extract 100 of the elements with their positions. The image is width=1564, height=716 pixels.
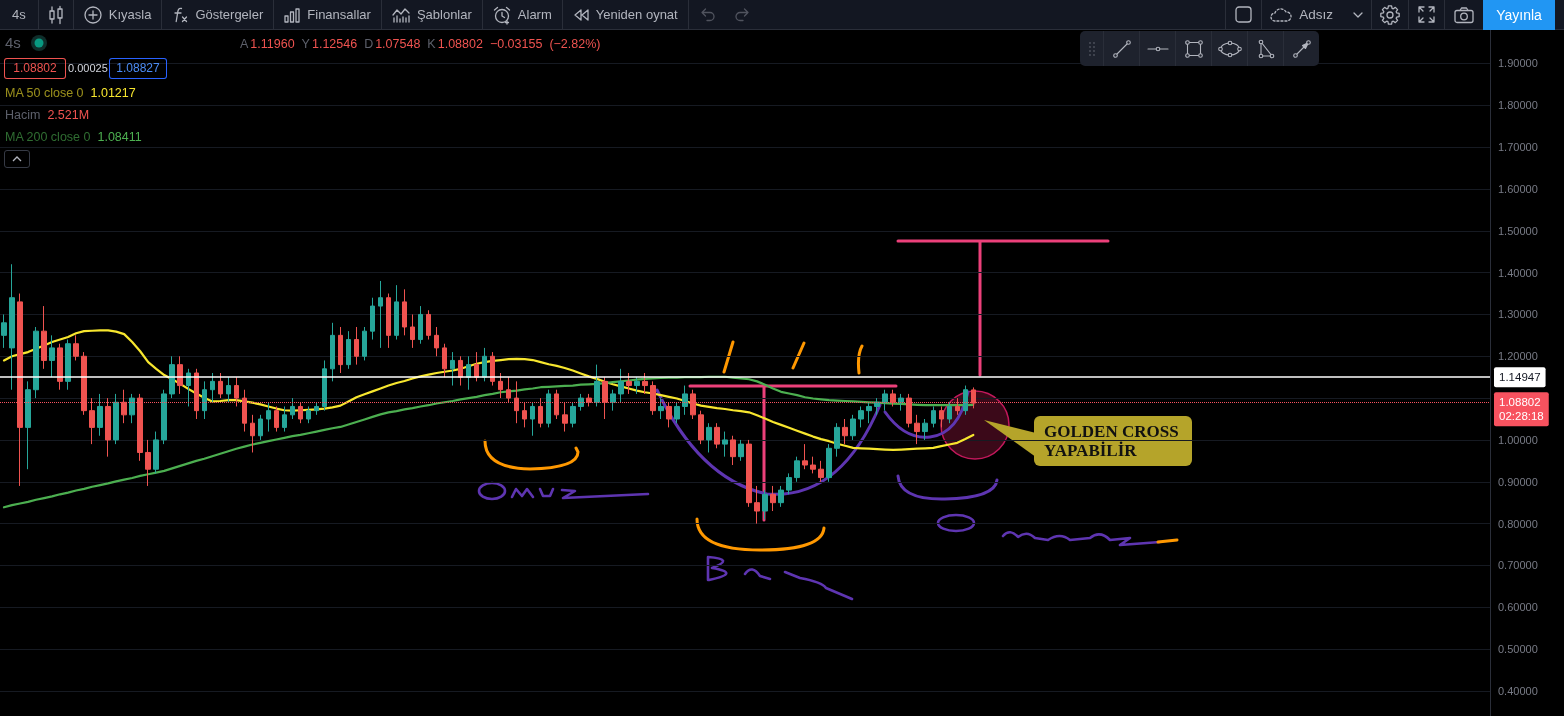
candlestick xyxy=(514,380,519,424)
candlestick xyxy=(842,418,848,445)
candlestick xyxy=(137,393,143,462)
candlestick xyxy=(474,351,479,382)
candlestick xyxy=(818,460,824,483)
annotation: A1.11960 Y1.12546 D1.07548 K1.08802 −0.03155 (−2.82%) xyxy=(240,37,601,51)
candlestick xyxy=(370,297,375,341)
candlestick xyxy=(73,334,79,361)
candlestick xyxy=(618,368,624,403)
candlestick xyxy=(274,405,279,433)
candlestick xyxy=(498,372,503,399)
candlestick xyxy=(963,385,968,416)
candlestick xyxy=(81,351,87,416)
candlestick xyxy=(442,343,447,378)
candlestick xyxy=(322,359,327,412)
candlestick xyxy=(722,431,728,458)
candlestick xyxy=(714,422,720,449)
candlestick xyxy=(410,313,415,349)
candlestick xyxy=(330,322,335,382)
candlestick xyxy=(674,401,680,424)
candlestick xyxy=(546,389,551,428)
candlestick xyxy=(57,343,63,391)
text: MA 50 close 0 xyxy=(5,86,84,100)
y-tick-label: 1.50000 xyxy=(1498,224,1538,237)
candlestick xyxy=(242,389,247,433)
candlestick xyxy=(738,439,744,462)
annotation: 0.00025 xyxy=(68,62,108,74)
y-tick-label: 1.00000 xyxy=(1498,433,1538,446)
candlestick xyxy=(65,339,71,391)
candlestick xyxy=(794,456,800,483)
candlestick xyxy=(730,435,736,466)
candlestick xyxy=(634,376,640,395)
candlestick xyxy=(306,405,311,424)
candlestick xyxy=(121,389,127,424)
candlestick xyxy=(218,372,223,399)
candlestick xyxy=(658,397,664,420)
candlestick xyxy=(850,414,856,441)
candlestick xyxy=(194,368,199,420)
candlestick xyxy=(562,401,568,433)
chart-subtitle: 4s xyxy=(5,34,21,51)
candlestick xyxy=(834,422,840,458)
candlestick xyxy=(402,288,407,336)
candlestick xyxy=(426,309,431,341)
candlestick xyxy=(161,389,167,445)
candlestick xyxy=(153,431,159,474)
candlestick xyxy=(506,376,511,403)
candlestick xyxy=(570,401,576,428)
candlestick xyxy=(113,393,119,445)
text: MA 200 close 0 xyxy=(5,130,91,144)
text: 02:28:18 xyxy=(1499,410,1544,423)
candlestick xyxy=(41,305,47,370)
candlestick xyxy=(770,485,776,512)
candlestick xyxy=(602,376,608,420)
candlestick xyxy=(882,389,888,412)
candlestick xyxy=(9,263,15,391)
candlestick xyxy=(266,401,271,433)
candlestick xyxy=(578,393,584,412)
candlestick xyxy=(482,347,487,382)
candlestick xyxy=(939,405,944,428)
candlestick xyxy=(858,405,864,428)
candlestick xyxy=(971,386,976,409)
y-tick-label: 0.60000 xyxy=(1498,601,1538,614)
candlestick xyxy=(354,326,359,366)
candlestick xyxy=(666,401,672,428)
y-tick-label: 1.80000 xyxy=(1498,99,1538,112)
candlestick xyxy=(746,439,752,508)
y-tick-label: 1.30000 xyxy=(1498,308,1538,321)
text: Yayınla xyxy=(1496,6,1542,23)
candlestick xyxy=(826,443,832,483)
candlestick xyxy=(17,293,23,487)
candlestick xyxy=(33,326,39,399)
text: Adsız xyxy=(1299,7,1333,22)
line-series xyxy=(2,329,975,452)
candlestick xyxy=(955,397,960,416)
candlestick xyxy=(594,364,600,407)
candlestick xyxy=(97,393,103,437)
annotation: 1.08411 xyxy=(97,130,142,144)
candlestick xyxy=(682,385,688,416)
text: Kıyasla xyxy=(108,7,152,22)
candlestick xyxy=(642,372,648,395)
annotation: 1.08802 xyxy=(4,58,66,79)
candlestick xyxy=(786,472,792,495)
candlestick xyxy=(298,401,303,424)
candlestick xyxy=(378,280,383,349)
candlestick xyxy=(1,313,7,349)
candlestick xyxy=(169,355,175,399)
candlestick xyxy=(626,372,632,395)
candlestick xyxy=(778,485,784,508)
candlestick xyxy=(105,397,111,458)
y-tick-label: 1.40000 xyxy=(1498,266,1538,279)
candlestick xyxy=(290,397,295,420)
candlestick xyxy=(258,414,263,441)
text: Yeniden oynat xyxy=(595,7,678,22)
candlestick xyxy=(202,380,207,420)
annotation: 1.01217 xyxy=(90,86,136,100)
candlestick xyxy=(538,397,543,428)
y-tick-label: 1.20000 xyxy=(1498,350,1538,363)
candlestick xyxy=(586,393,592,407)
y-tick-label: 0.70000 xyxy=(1498,559,1538,572)
candlestick xyxy=(650,380,656,416)
